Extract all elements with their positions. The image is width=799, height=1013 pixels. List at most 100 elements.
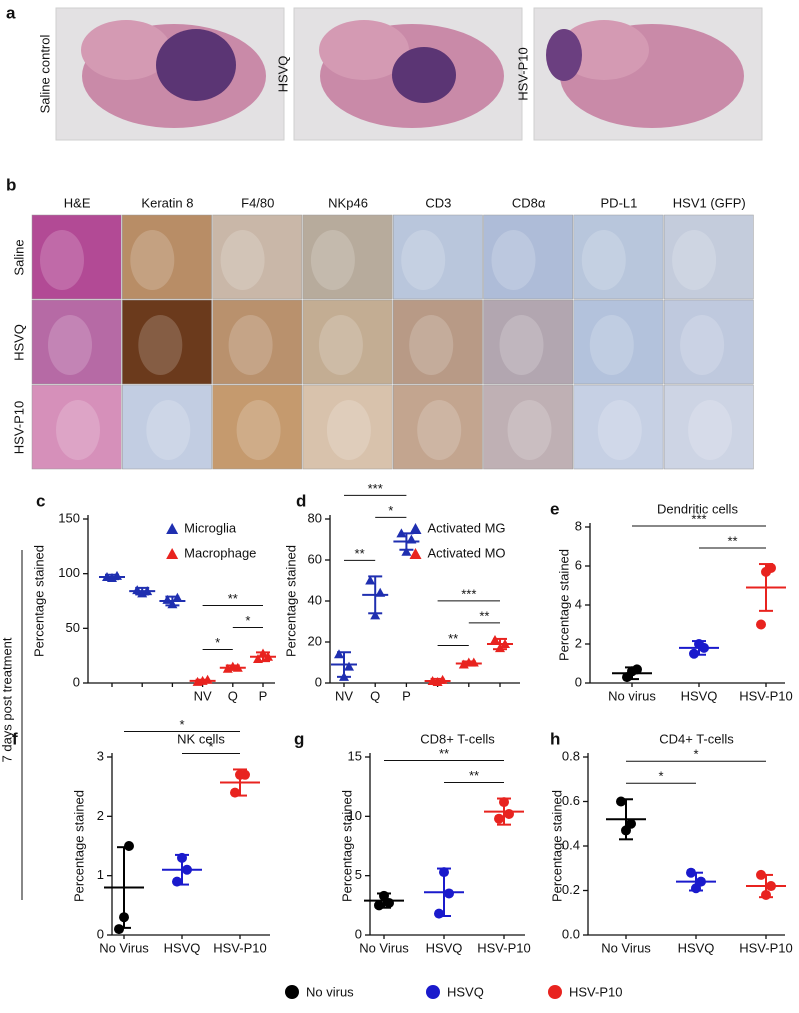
y-tick-label: 0.8 — [562, 748, 580, 763]
x-tick-label: HSVQ — [678, 940, 715, 955]
histology-image — [302, 214, 393, 300]
histology-image — [483, 384, 574, 470]
significance-label: ** — [355, 546, 365, 561]
x-tick-label: NV — [335, 688, 353, 703]
significance-label: ** — [469, 768, 479, 783]
histology-image — [302, 384, 393, 470]
legend-marker — [426, 985, 440, 999]
column-header: NKp46 — [328, 195, 368, 210]
panel-letter: d — [296, 491, 306, 510]
x-tick-label: P — [402, 688, 411, 703]
column-header: F4/80 — [241, 195, 274, 210]
tumor — [392, 47, 456, 103]
data-point — [401, 546, 412, 556]
panel-letter: c — [36, 491, 45, 510]
y-tick-label: 0.2 — [562, 882, 580, 897]
row-label: HSVQ — [11, 324, 26, 361]
y-tick-label: 0 — [355, 926, 362, 941]
legend-label: HSV-P10 — [569, 984, 622, 999]
x-tick-label: Q — [370, 688, 380, 703]
y-axis-label: Percentage stained — [31, 545, 46, 657]
significance-label: * — [388, 503, 393, 518]
significance-label: * — [179, 717, 184, 732]
panel-letter: a — [6, 3, 16, 22]
data-point — [124, 841, 134, 851]
significance-label: * — [693, 747, 698, 762]
image-label: Saline control — [37, 35, 52, 114]
texture — [146, 400, 191, 460]
histology-image — [392, 214, 483, 300]
y-axis-label: Percentage stained — [549, 790, 564, 902]
histology-image — [483, 214, 574, 300]
image-label: HSV-P10 — [515, 47, 530, 100]
significance-label: *** — [461, 586, 476, 601]
significance-label: * — [658, 769, 663, 784]
y-axis-label: Percentage stained — [556, 549, 571, 661]
y-tick-label: 0 — [315, 674, 322, 689]
x-tick-label: Q — [228, 688, 238, 703]
legend-marker — [166, 548, 179, 559]
cerebellum — [546, 29, 582, 81]
panel-letter: e — [550, 499, 559, 518]
panel-letter: f — [12, 729, 18, 748]
legend-label: Macrophage — [184, 545, 256, 560]
data-point — [365, 575, 376, 585]
texture — [499, 315, 544, 375]
texture — [680, 315, 725, 375]
significance-label: ** — [479, 608, 489, 623]
y-tick-label: 3 — [97, 748, 104, 763]
data-point — [370, 610, 381, 620]
x-tick-label: No Virus — [601, 940, 651, 955]
texture — [318, 315, 363, 375]
x-tick-label: HSVQ — [164, 940, 201, 955]
histology-image — [663, 214, 754, 300]
y-tick-label: 0 — [73, 674, 80, 689]
x-tick-label: HSVQ — [681, 688, 718, 703]
y-tick-label: 0.4 — [562, 837, 580, 852]
histology-image — [122, 384, 212, 470]
data-point — [766, 562, 776, 573]
tissue — [81, 20, 171, 80]
significance-label: *** — [368, 481, 383, 496]
y-tick-label: 50 — [66, 620, 80, 635]
legend-marker — [285, 985, 299, 999]
y-tick-label: 150 — [58, 510, 80, 525]
significance-label: ** — [448, 631, 458, 646]
histology-image — [212, 384, 303, 470]
data-point — [494, 813, 504, 824]
data-point — [626, 818, 636, 829]
histology-image — [122, 214, 212, 300]
legend-label: No virus — [306, 984, 354, 999]
y-tick-label: 40 — [308, 592, 322, 607]
texture — [236, 400, 281, 460]
histology-image — [212, 299, 303, 385]
texture — [220, 230, 265, 290]
significance-label: * — [208, 739, 213, 754]
data-point — [344, 661, 354, 671]
texture — [417, 400, 462, 460]
legend-label: Activated MO — [428, 545, 506, 560]
data-point — [240, 769, 250, 780]
panel-letter: b — [6, 175, 16, 194]
legend-marker — [409, 548, 422, 559]
legend-label: Activated MG — [428, 520, 506, 535]
chart-title: NK cells — [177, 731, 225, 746]
histology-image — [573, 299, 664, 385]
texture — [228, 315, 273, 375]
histology-image — [212, 214, 303, 300]
texture — [138, 315, 183, 375]
histology-image — [663, 299, 754, 385]
texture — [672, 230, 717, 290]
histology-image — [302, 299, 393, 385]
y-tick-label: 10 — [348, 808, 362, 823]
y-tick-label: 8 — [575, 518, 582, 533]
significance-label: * — [215, 635, 220, 650]
y-axis-label: Percentage stained — [283, 545, 298, 657]
texture — [326, 400, 371, 460]
x-tick-label: HSV-P10 — [477, 940, 530, 955]
significance-label: ** — [439, 746, 449, 761]
y-tick-label: 5 — [355, 867, 362, 882]
texture — [56, 400, 100, 460]
legend-marker — [548, 985, 562, 999]
